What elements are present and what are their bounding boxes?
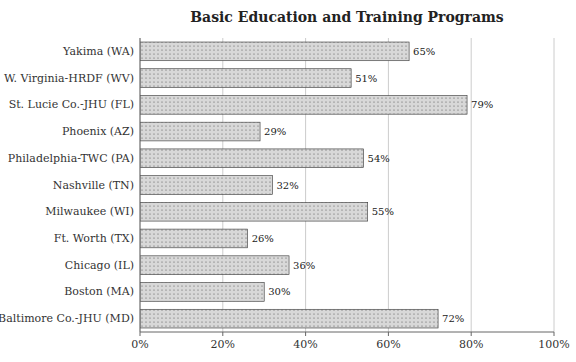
- grid: [140, 38, 554, 332]
- grid-line: [471, 38, 472, 332]
- data-label: 36%: [293, 260, 315, 271]
- grid-line: [554, 38, 555, 332]
- bar: [140, 69, 351, 88]
- data-label: 54%: [368, 153, 390, 164]
- title: Basic Education and Training Programs: [190, 9, 504, 25]
- category-label: Phoenix (AZ): [62, 125, 134, 138]
- data-label: 51%: [355, 73, 377, 84]
- tick-label: 80%: [459, 338, 483, 351]
- tick-label: 0%: [131, 338, 148, 351]
- tick-label: 20%: [211, 338, 235, 351]
- tick-mark: [388, 332, 389, 336]
- bar: [140, 149, 364, 168]
- category-label: Yakima (WA): [62, 45, 134, 58]
- bar: [140, 122, 260, 141]
- data-label: 65%: [413, 46, 435, 57]
- data-label: 32%: [276, 180, 298, 191]
- bar: [140, 229, 248, 248]
- bar: [140, 309, 438, 328]
- data-label: 55%: [372, 206, 394, 217]
- bar: [140, 283, 264, 302]
- tick-mark: [305, 332, 306, 336]
- tick-mark: [471, 332, 472, 336]
- tick-mark: [222, 332, 223, 336]
- data-label: 26%: [252, 233, 274, 244]
- tick-label: 40%: [293, 338, 317, 351]
- data-label: 72%: [442, 313, 464, 324]
- tick-label: 60%: [376, 338, 400, 351]
- tick-label: 100%: [538, 338, 569, 351]
- category-label: Philadelphia-TWC (PA): [8, 152, 134, 165]
- tick-mark: [140, 332, 141, 336]
- y-axis-line: [140, 38, 141, 332]
- category-label: St. Lucie Co.-JHU (FL): [9, 98, 134, 111]
- bar: [140, 256, 289, 275]
- tick-mark: [554, 332, 555, 336]
- bar: [140, 202, 368, 221]
- category-label: Baltimore Co.-JHU (MD): [0, 312, 134, 325]
- category-label: Milwaukee (WI): [45, 205, 134, 218]
- data-label: 29%: [264, 126, 286, 137]
- bar: [140, 176, 272, 195]
- category-label: Boston (MA): [64, 285, 134, 298]
- category-label: Chicago (IL): [65, 259, 134, 272]
- category-label: W. Virginia-HRDF (WV): [4, 72, 134, 85]
- grid-line: [140, 38, 141, 332]
- category-label: Ft. Worth (TX): [54, 232, 134, 245]
- data-label: 30%: [268, 286, 290, 297]
- x-axis-line: [140, 332, 554, 333]
- bar: [140, 95, 467, 114]
- data-label: 79%: [471, 99, 493, 110]
- chart: Basic Education and Training Programs 0% 2…: [0, 0, 576, 362]
- bar: [140, 42, 409, 61]
- category-label: Nashville (TN): [53, 179, 134, 192]
- bars: [140, 42, 467, 328]
- grid-line: [388, 38, 389, 332]
